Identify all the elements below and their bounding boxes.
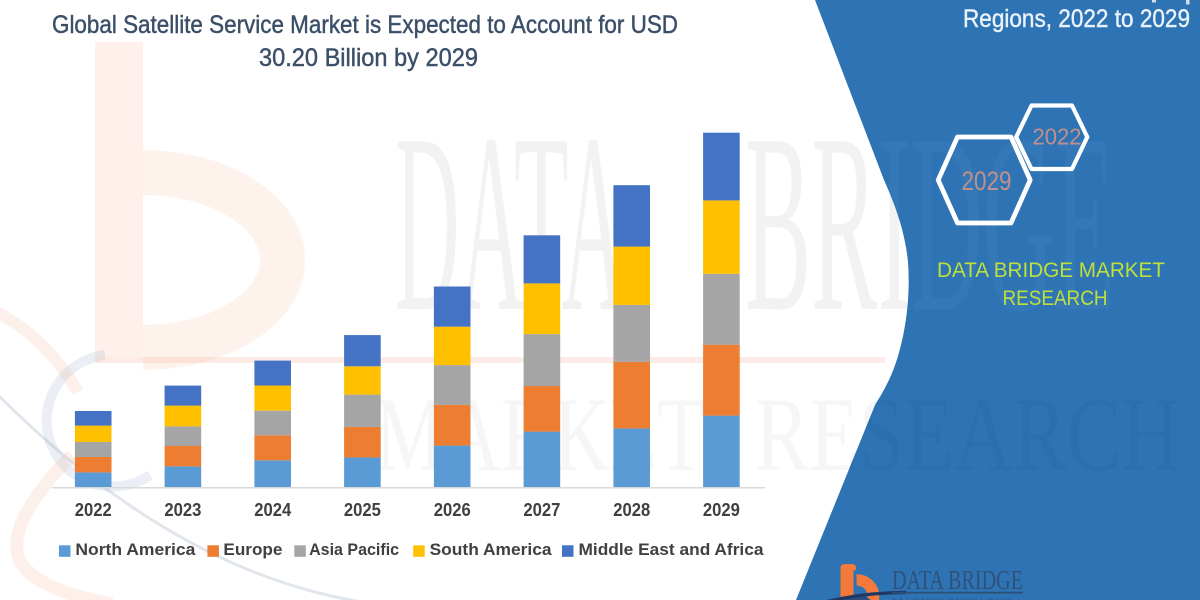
svg-text:DATA BRIDGE MARKET: DATA BRIDGE MARKET [937, 259, 1165, 282]
svg-text:MARKET RESEARCH: MARKET RESEARCH [892, 596, 1012, 600]
svg-text:North America: North America [75, 541, 196, 559]
svg-text:2023: 2023 [164, 499, 201, 520]
svg-text:Europe: Europe [223, 541, 282, 559]
svg-text:DATA BRIDGE: DATA BRIDGE [892, 565, 1023, 595]
svg-text:DATA: DATA [395, 82, 626, 365]
svg-text:2028: 2028 [613, 499, 650, 520]
svg-text:RESEARCH: RESEARCH [1003, 287, 1108, 310]
svg-text:2026: 2026 [434, 499, 471, 520]
svg-text:30.20 Billion by 2029: 30.20 Billion by 2029 [259, 44, 478, 72]
svg-text:2022: 2022 [75, 499, 112, 520]
svg-text:2029: 2029 [703, 499, 740, 520]
svg-text:Global Satellite Service Marke: Global Satellite Service Market is Expec… [52, 11, 678, 39]
svg-text:2029: 2029 [962, 166, 1012, 196]
svg-text:2025: 2025 [344, 499, 381, 520]
svg-text:2024: 2024 [254, 499, 292, 520]
svg-text:2027: 2027 [523, 499, 560, 520]
svg-text:Regions, 2022 to 2029: Regions, 2022 to 2029 [963, 5, 1190, 33]
svg-text:Asia Pacific: Asia Pacific [309, 541, 399, 559]
svg-text:South America: South America [430, 541, 553, 559]
svg-text:2022: 2022 [1033, 124, 1082, 150]
svg-text:Middle East and Africa: Middle East and Africa [579, 541, 765, 559]
